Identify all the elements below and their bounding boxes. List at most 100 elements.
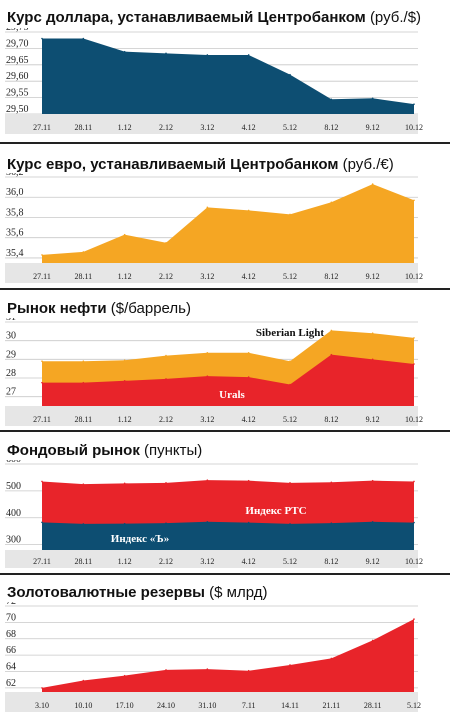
panel-title-unit: (пункты) <box>144 442 203 459</box>
panel-title-unit: ($ млрд) <box>209 584 268 601</box>
x-axis-band <box>5 114 418 134</box>
x-tick-label: 4.12 <box>242 415 256 424</box>
x-tick-label: 4.12 <box>242 123 256 132</box>
data-point <box>371 97 374 100</box>
x-tick-label: 2.12 <box>159 415 173 424</box>
x-tick-label: 28.11 <box>74 272 92 281</box>
data-point <box>330 657 333 660</box>
data-point <box>41 254 43 256</box>
x-tick-label: 3.12 <box>200 123 214 132</box>
x-tick-label: 5.12 <box>283 557 297 566</box>
x-axis-band <box>5 550 418 568</box>
oil-market-chart: 31 30 29 28 27 27.11 28.11 1.12 2.12 3.12 4.12 5.12… <box>5 318 423 426</box>
data-point <box>247 521 250 524</box>
eur-rate-panel: Курс евро, устанавливаемый Центробанком … <box>0 146 450 284</box>
x-tick-label: 10.12 <box>405 272 423 281</box>
x-tick-label: 31.10 <box>198 701 216 710</box>
panel-title-unit: (руб./$) <box>369 9 422 26</box>
series-area-1 <box>42 521 414 550</box>
data-point <box>371 639 374 642</box>
y-tick-label: 31 <box>6 318 16 323</box>
x-tick-label: 8.12 <box>324 557 338 566</box>
data-point <box>289 482 291 484</box>
data-point <box>165 241 167 244</box>
panel-divider <box>0 430 450 432</box>
data-point <box>41 480 43 483</box>
data-point <box>165 669 167 671</box>
panel-title: Курс евро, устанавливаемый Центробанком … <box>7 156 394 173</box>
usd-rate-chart: 29,75 29,70 29,65 29,60 29,55 29,50 27.11 28.11… <box>5 28 423 134</box>
data-point <box>206 206 209 209</box>
y-tick-label: 400 <box>6 508 21 519</box>
y-tick-label: 500 <box>6 481 21 492</box>
x-tick-label: 28.11 <box>74 557 92 566</box>
data-point <box>206 520 209 523</box>
x-tick-label: 14.11 <box>281 701 299 710</box>
data-point <box>289 360 291 362</box>
data-point <box>330 481 333 484</box>
x-tick-label: 5.12 <box>283 272 297 281</box>
y-tick-label: 36,2 <box>6 173 24 178</box>
data-point <box>123 674 126 677</box>
data-point <box>289 383 291 386</box>
y-tick-label: 30 <box>6 331 16 342</box>
x-tick-label: 7.11 <box>242 701 256 710</box>
panel-title-text: Рынок нефти <box>7 300 107 317</box>
series-label: Urals <box>219 389 245 401</box>
reserves-chart: 72 70 68 66 64 62 3.10 10.10 17.10 24.10 31.10 7.11… <box>5 602 421 712</box>
x-tick-label: 4.12 <box>242 557 256 566</box>
y-tick-label: 28 <box>6 368 16 379</box>
x-tick-label: 24.10 <box>157 701 175 710</box>
data-point <box>123 359 126 362</box>
data-point <box>330 329 333 332</box>
x-tick-label: 10.12 <box>405 415 423 424</box>
data-point <box>413 618 415 620</box>
x-tick-label: 28.11 <box>364 701 382 710</box>
data-point <box>371 358 374 361</box>
y-tick-label: 300 <box>6 535 21 546</box>
data-point <box>82 381 85 384</box>
panel-title-unit: ($/баррель) <box>110 300 191 317</box>
y-tick-label: 29 <box>6 349 16 360</box>
data-point <box>41 687 43 689</box>
data-point <box>330 522 333 524</box>
data-point <box>247 209 250 212</box>
data-point <box>82 523 85 525</box>
panel-title-unit: (руб./€) <box>342 156 394 173</box>
data-point <box>206 479 209 481</box>
panel-divider <box>0 573 450 575</box>
oil-market-panel: Рынок нефти ($/баррель) 31 30 29 28 27 27.11 2… <box>0 292 450 432</box>
y-tick-label: 600 <box>6 460 21 465</box>
data-point <box>289 664 291 666</box>
x-tick-label: 5.12 <box>283 123 297 132</box>
data-point <box>82 483 85 485</box>
x-tick-label: 1.12 <box>118 557 132 566</box>
y-tick-label: 27 <box>6 387 16 398</box>
series-label: Siberian Light <box>256 327 324 339</box>
series-label: Индекс РТС <box>245 505 306 517</box>
x-tick-label: 27.11 <box>33 123 51 132</box>
data-point <box>165 378 167 380</box>
panel-title: Золотовалютные резервы ($ млрд) <box>7 584 267 601</box>
data-point <box>289 213 291 216</box>
x-tick-label: 10.12 <box>405 557 423 566</box>
data-point <box>82 37 85 40</box>
x-tick-label: 1.12 <box>118 272 132 281</box>
data-point <box>123 522 126 525</box>
x-tick-label: 1.12 <box>118 415 132 424</box>
y-tick-label: 29,75 <box>6 28 29 33</box>
x-tick-label: 2.12 <box>159 123 173 132</box>
data-point <box>371 332 374 334</box>
data-point <box>247 479 250 482</box>
x-tick-label: 10.10 <box>74 701 92 710</box>
x-tick-label: 4.12 <box>242 272 256 281</box>
data-point <box>413 337 415 339</box>
x-axis-band <box>5 406 418 426</box>
data-point <box>206 54 209 56</box>
x-tick-label: 2.12 <box>159 557 173 566</box>
x-tick-label: 2.12 <box>159 272 173 281</box>
x-tick-label: 3.12 <box>200 557 214 566</box>
x-tick-label: 27.11 <box>33 557 51 566</box>
y-tick-label: 70 <box>6 612 16 623</box>
